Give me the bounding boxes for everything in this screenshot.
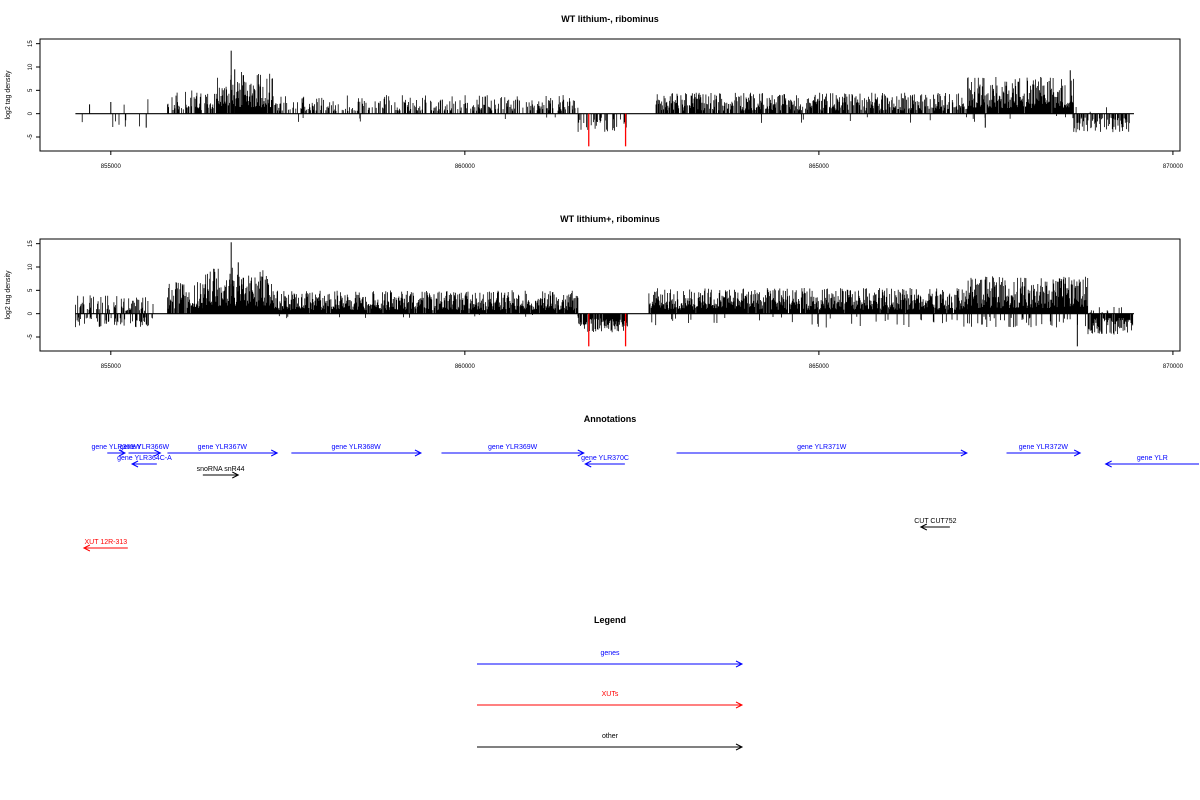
- feature-label: XUT 12R-313: [85, 539, 128, 546]
- legend-items: genes XUTs other: [477, 650, 744, 751]
- legend: Legend genes XUTs other: [477, 615, 744, 751]
- annotation-feature: XUT 12R-313: [82, 539, 128, 552]
- legend-label: XUTs: [602, 691, 619, 698]
- annotation-feature: snoRNA snR44: [197, 466, 245, 479]
- density-bars: [75, 50, 1134, 147]
- x-tick-label: 855000: [101, 164, 122, 170]
- legend-arrowhead: [735, 701, 744, 709]
- feature-arrowhead: [577, 449, 585, 457]
- annotation-feature: gene YLR371W: [676, 444, 968, 457]
- annotation-feature: gene YLR369W: [441, 444, 585, 457]
- legend-arrowhead: [735, 743, 744, 751]
- y-tick-label: 15: [28, 40, 34, 47]
- y-axis: -5 0 5 10 15: [28, 240, 40, 340]
- x-tick-label: 860000: [455, 164, 476, 170]
- positive-strand-bars: [123, 72, 1107, 114]
- y-tick-label: 10: [28, 63, 34, 70]
- feature-arrowhead: [118, 449, 127, 457]
- feature-arrowhead: [414, 449, 423, 457]
- feature-arrowhead: [1073, 449, 1082, 457]
- feature-label: gene YLR371W: [797, 444, 847, 451]
- plot-frame: [39, 238, 1181, 352]
- x-tick-label: 870000: [1163, 164, 1184, 170]
- feature-arrowhead: [82, 544, 91, 552]
- legend-label: genes: [600, 650, 620, 657]
- y-axis: -5 0 5 10 15: [28, 40, 40, 140]
- legend-arrowhead: [735, 660, 744, 668]
- x-axis: 855000 860000 865000 870000: [101, 151, 1184, 170]
- negative-strand-bars: [81, 113, 1130, 133]
- track-panel-lithium-minus: WT lithium-, ribominus log2 tag density …: [5, 14, 1184, 170]
- feature-label: gene YLR364C-A: [117, 455, 172, 462]
- annotation-feature: gene YLR367W: [167, 444, 279, 457]
- feature-label: gene YLR370C: [581, 455, 629, 462]
- feature-arrowhead: [960, 449, 968, 457]
- y-tick-label: -5: [28, 334, 34, 340]
- x-axis: 855000 860000 865000 870000: [101, 351, 1184, 370]
- feature-arrowhead: [584, 460, 592, 468]
- legend-item: other: [477, 733, 744, 751]
- annotation-feature: gene YLR370C: [581, 455, 629, 468]
- feature-arrowhead: [232, 471, 240, 479]
- annotation-feature: gene YLR: [1104, 455, 1199, 468]
- legend-title: Legend: [594, 615, 626, 625]
- feature-arrowhead: [1104, 460, 1112, 468]
- y-axis-label: log2 tag density: [5, 70, 12, 120]
- legend-item: genes: [477, 650, 744, 668]
- annotations-title: Annotations: [584, 414, 637, 424]
- feature-arrowhead: [270, 449, 279, 457]
- feature-label: gene YLR368W: [332, 444, 382, 451]
- annotation-feature: gene YLR372W: [1006, 444, 1082, 457]
- feature-label: snoRNA snR44: [197, 466, 245, 473]
- legend-label: other: [602, 733, 619, 740]
- annotation-feature: gene YLR364C-A: [117, 455, 172, 468]
- feature-label: gene YLR369W: [488, 444, 538, 451]
- y-tick-label: 0: [28, 111, 34, 115]
- annotation-feature: gene YLR368W: [291, 444, 423, 457]
- x-tick-label: 860000: [455, 364, 476, 370]
- feature-arrowhead: [919, 523, 928, 531]
- annotation-feature: CUT CUT752: [914, 518, 957, 531]
- y-tick-label: 10: [28, 263, 34, 270]
- y-axis-label: log2 tag density: [5, 270, 12, 320]
- feature-label: CUT CUT752: [914, 518, 956, 525]
- feature-arrowhead: [130, 460, 139, 468]
- feature-label: gene YLR367W: [198, 444, 248, 451]
- panel-title: WT lithium-, ribominus: [561, 14, 659, 24]
- track-panel-lithium-plus: WT lithium+, ribominus log2 tag density …: [5, 214, 1184, 370]
- feature-label: gene YLR372W: [1019, 444, 1069, 451]
- y-tick-label: 15: [28, 240, 34, 247]
- density-bars: [75, 242, 1134, 347]
- x-tick-label: 855000: [101, 364, 122, 370]
- plot-frame: [39, 38, 1181, 152]
- x-tick-label: 870000: [1163, 364, 1184, 370]
- annotation-feature: gene YLR365W: [91, 444, 141, 457]
- positive-strand-bars: [75, 267, 1122, 314]
- annotation-feature: gene YLR366W: [120, 444, 170, 457]
- y-tick-label: 5: [28, 88, 34, 92]
- feature-label: gene YLR365W: [91, 444, 141, 451]
- y-tick-label: 0: [28, 311, 34, 315]
- negative-strand-bars: [75, 313, 1134, 335]
- feature-arrowhead: [154, 449, 162, 457]
- x-tick-label: 865000: [809, 364, 830, 370]
- y-tick-label: -5: [28, 134, 34, 140]
- feature-label: gene YLR: [1137, 455, 1168, 462]
- x-tick-label: 865000: [809, 164, 830, 170]
- y-tick-label: 5: [28, 288, 34, 292]
- feature-label: gene YLR366W: [120, 444, 170, 451]
- panel-title: WT lithium+, ribominus: [560, 214, 660, 224]
- legend-item: XUTs: [477, 691, 744, 709]
